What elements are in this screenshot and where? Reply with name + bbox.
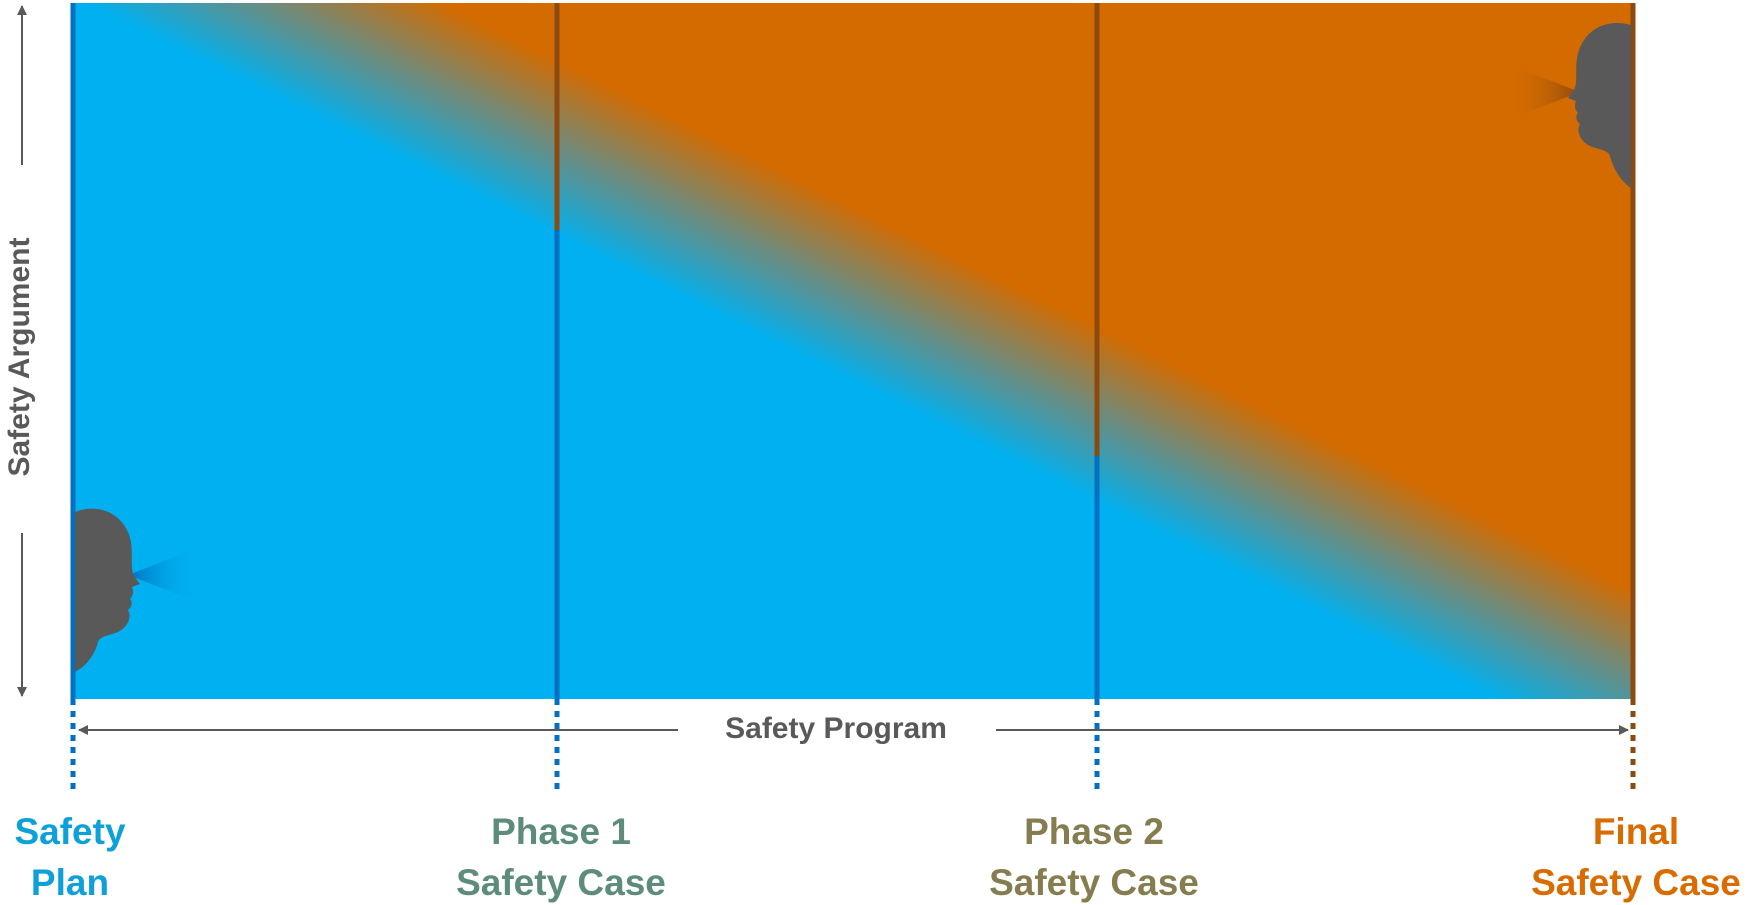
horizontal-axis-label: Safety Program	[725, 712, 947, 745]
head-silhouette-left-icon	[75, 508, 198, 672]
milestone-label-phase-1: Phase 1 Safety Case	[456, 811, 666, 903]
milestone-label-phase-1-line1: Phase 1	[491, 811, 631, 852]
milestone-label-safety-plan-line2: Plan	[31, 862, 109, 903]
program-area	[73, 3, 1634, 699]
milestone-label-safety-plan: Safety Plan	[14, 811, 125, 903]
milestone-label-phase-2: Phase 2 Safety Case	[989, 811, 1199, 903]
milestone-label-phase-2-line1: Phase 2	[1024, 811, 1164, 852]
milestone-label-phase-1-line2: Safety Case	[456, 862, 666, 903]
head-silhouette-right-icon	[1510, 23, 1631, 188]
milestone-label-safety-plan-line1: Safety	[14, 811, 125, 852]
milestone-label-phase-2-line2: Safety Case	[989, 862, 1199, 903]
milestone-label-final: Final Safety Case	[1531, 811, 1741, 903]
vertical-axis-label: Safety Argument	[3, 238, 36, 477]
milestone-label-final-line2: Safety Case	[1531, 862, 1741, 903]
milestone-label-final-line1: Final	[1593, 811, 1679, 852]
